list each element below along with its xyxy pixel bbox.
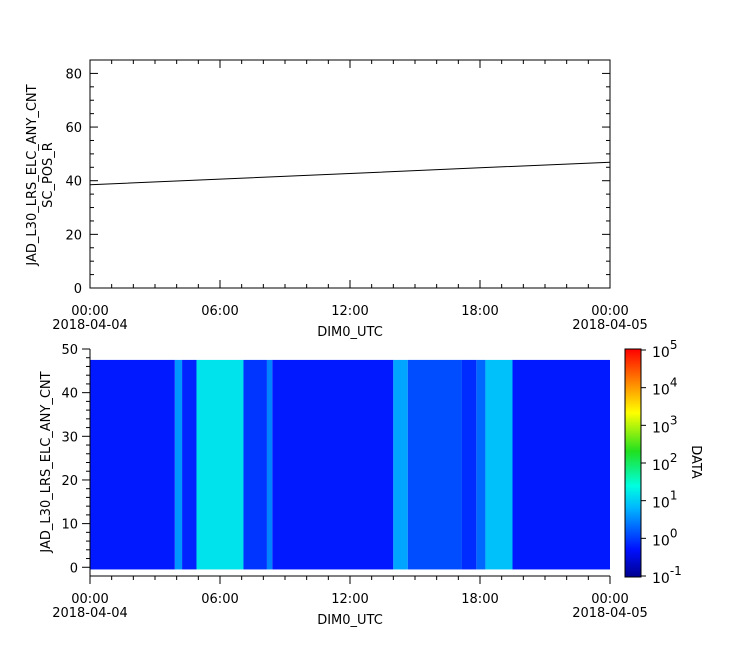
colorbar-tick-label: 10-1 — [652, 564, 682, 587]
bottom-x-tick-label: 12:00 — [331, 592, 368, 607]
bottom-y-tick-label: 30 — [61, 430, 78, 445]
bottom-axis-ticks — [82, 348, 611, 584]
spectrogram-band — [272, 359, 394, 570]
top-y-axis-label-line1: JAD_L30_LRS_ELC_ANY_CNT — [25, 84, 40, 266]
top-y-tick-label: 80 — [65, 67, 82, 82]
colorbar-tick-base: 10 — [652, 345, 670, 361]
colorbar-tick-label: 102 — [652, 451, 677, 474]
top-y-tick-label: 60 — [65, 121, 82, 136]
bottom-y-axis-label: JAD_L30_LRS_ELC_ANY_CNT — [39, 371, 54, 553]
spectrogram-band — [196, 359, 244, 570]
spectrogram-band — [461, 359, 477, 570]
colorbar-tick-exponent: 5 — [670, 338, 678, 352]
spectrogram-band — [266, 359, 273, 570]
colorbar-tick-exponent: 4 — [670, 376, 678, 390]
top-x-tick-label: 06:00 — [201, 304, 238, 319]
top-y-axis-label-line2: SC_POS_R — [41, 142, 56, 208]
colorbar-tick-base: 10 — [652, 496, 670, 512]
bottom-y-tick-labels: 0 10 20 30 40 50 — [61, 343, 78, 576]
top-x-tick-date: 2018-04-04 — [52, 318, 128, 333]
bottom-x-axis-label: DIM0_UTC — [317, 613, 383, 628]
spectrogram-band — [393, 359, 408, 570]
bottom-y-tick-label: 10 — [61, 518, 78, 533]
spectrogram-heatmap — [90, 359, 610, 570]
top-y-tick-labels: 0 20 40 60 80 — [65, 67, 82, 297]
top-x-tick-label: 00:00 — [591, 304, 628, 319]
spectrogram-band — [174, 359, 183, 570]
colorbar-tick-base: 10 — [652, 458, 670, 474]
colorbar-tick-exponent: 2 — [670, 451, 678, 465]
colorbar-tick-base: 10 — [652, 571, 670, 587]
spectrogram-band — [243, 359, 267, 570]
spectrogram-band — [90, 359, 175, 570]
colorbar-gradient — [624, 348, 642, 578]
bottom-x-tick-label: 00:00 — [591, 592, 628, 607]
spectrogram-band — [182, 359, 197, 570]
colorbar-tick-exponent: 1 — [670, 489, 678, 503]
bottom-y-tick-label: 0 — [70, 561, 78, 576]
colorbar-tick-label: 104 — [652, 376, 677, 399]
spectrogram-band — [476, 359, 486, 570]
spectrogram-band — [407, 359, 462, 570]
colorbar-tick-base: 10 — [652, 533, 670, 549]
spectrogram-band — [512, 359, 610, 570]
top-y-tick-label: 40 — [65, 175, 82, 190]
top-x-tick-label: 18:00 — [461, 304, 498, 319]
bottom-y-tick-label: 20 — [61, 474, 78, 489]
top-y-tick-label: 20 — [65, 228, 82, 243]
colorbar-tick-exponent: 3 — [670, 413, 678, 427]
colorbar-label: DATA — [688, 445, 703, 479]
bottom-x-tick-label: 00:00 — [71, 592, 108, 607]
colorbar-tick-exponent: 0 — [670, 526, 678, 540]
top-x-axis-label: DIM0_UTC — [317, 325, 383, 340]
bottom-x-tick-date: 2018-04-04 — [52, 606, 128, 621]
bottom-y-tick-label: 50 — [61, 343, 78, 358]
bottom-y-tick-label: 40 — [61, 387, 78, 402]
colorbar-tick-base: 10 — [652, 383, 670, 399]
sc-pos-r-line — [89, 161, 611, 186]
bottom-x-tick-label: 06:00 — [201, 592, 238, 607]
bottom-x-tick-label: 18:00 — [461, 592, 498, 607]
colorbar-tick-base: 10 — [652, 420, 670, 436]
top-y-tick-label: 0 — [74, 282, 82, 297]
top-x-tick-date: 2018-04-05 — [572, 318, 648, 333]
colorbar-tick-label: 100 — [652, 526, 677, 549]
colorbar-tick-exponent: -1 — [670, 564, 682, 578]
spectrogram-band — [485, 359, 513, 570]
top-x-tick-label: 00:00 — [71, 304, 108, 319]
bottom-x-tick-date: 2018-04-05 — [572, 606, 648, 621]
colorbar-tick-label: 101 — [652, 489, 677, 512]
colorbar-tick-label: 103 — [652, 413, 677, 436]
top-x-tick-label: 12:00 — [331, 304, 368, 319]
colorbar-tick-label: 105 — [652, 338, 677, 361]
top-axis-ticks — [89, 59, 611, 289]
